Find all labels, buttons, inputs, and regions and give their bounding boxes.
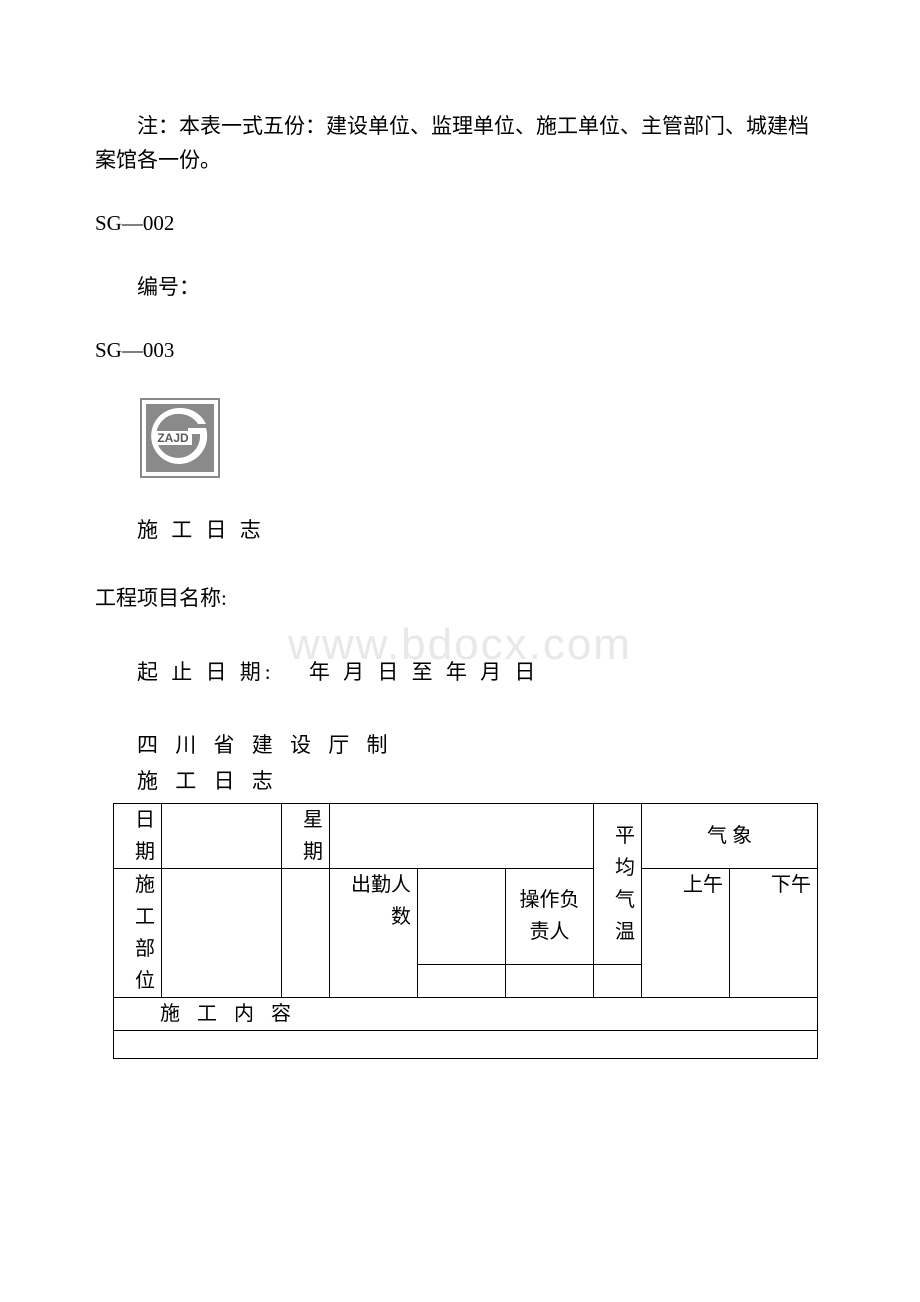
th-duty-num: 出勤人数: [330, 868, 418, 997]
th-location: 施工部位: [114, 868, 162, 997]
table-row: [114, 1030, 818, 1058]
td-empty: [418, 964, 506, 997]
zajd-logo-icon: ZAJD: [140, 398, 220, 478]
td-empty: [506, 964, 594, 997]
td-location-value: [162, 868, 282, 997]
svg-text:ZAJD: ZAJD: [157, 431, 189, 445]
bianhao-label: 编号：: [95, 271, 825, 305]
note-paragraph: 注：本表一式五份：建设单位、监理单位、施工单位、主管部门、城建档案馆各一份。: [95, 110, 825, 177]
sg-code-003: SG—003: [95, 334, 825, 368]
th-operator: 操作负责人: [506, 868, 594, 964]
diary-table: 日期 星期 平均气温 气 象 施工部位 出勤人数 操作负责人 上午 下午 施 工…: [113, 803, 818, 1059]
sg-code-002: SG—002: [95, 207, 825, 241]
logo-container: ZAJD: [140, 398, 825, 489]
td-empty: [282, 868, 330, 997]
th-avg-temp: 平均气温: [594, 803, 642, 964]
th-am: 上午: [642, 868, 730, 997]
td-content-value: [114, 1030, 818, 1058]
diary-title-2: 施 工 日 志: [95, 765, 825, 799]
th-weather: 气 象: [642, 803, 818, 868]
th-content: 施 工 内 容: [114, 997, 818, 1030]
table-row: 施 工 内 容: [114, 997, 818, 1030]
project-name-label: 工程项目名称:: [95, 582, 825, 616]
td-empty: [594, 964, 642, 997]
td-date-value: [162, 803, 282, 868]
th-date: 日期: [114, 803, 162, 868]
issued-by: 四 川 省 建 设 厅 制: [95, 729, 825, 763]
table-row: 日期 星期 平均气温 气 象: [114, 803, 818, 868]
table-row: 施工部位 出勤人数 操作负责人 上午 下午: [114, 868, 818, 964]
td-week-value: [330, 803, 594, 868]
th-week: 星期: [282, 803, 330, 868]
diary-title: 施 工 日 志: [95, 514, 825, 548]
date-range: 起 止 日 期: 年 月 日 至 年 月 日: [95, 656, 825, 690]
th-pm: 下午: [730, 868, 818, 997]
td-duty-value: [418, 868, 506, 964]
